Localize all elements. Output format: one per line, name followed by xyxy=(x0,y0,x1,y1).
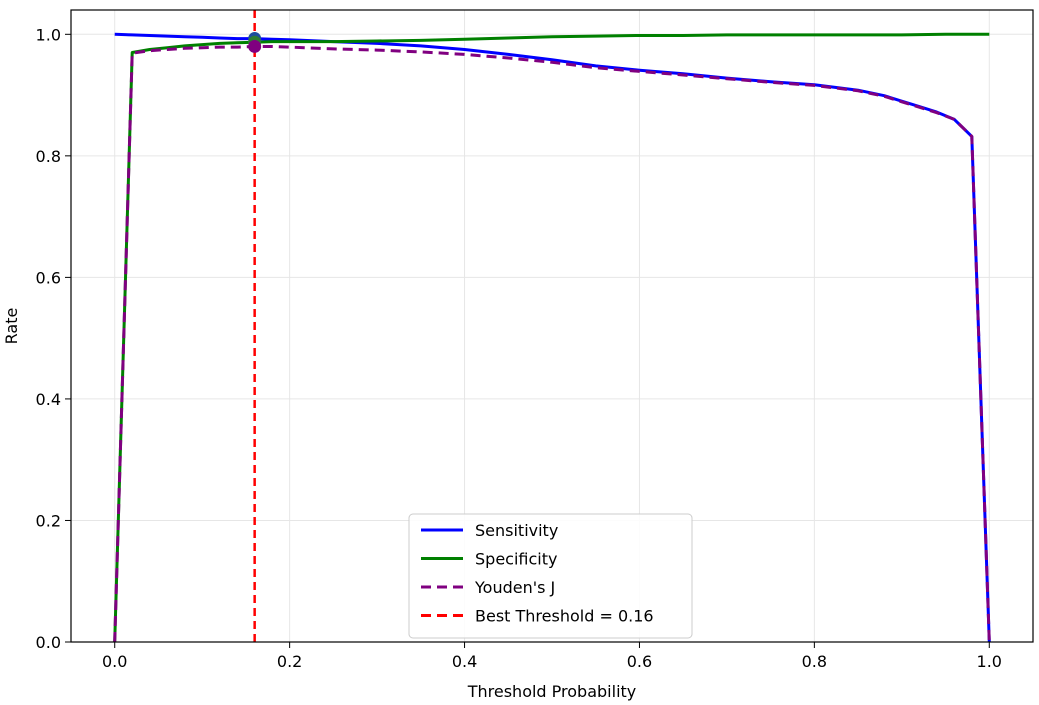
y-tick-label: 0.6 xyxy=(36,268,61,287)
marker-youden-s-j xyxy=(248,39,262,53)
y-tick-label: 0.4 xyxy=(36,390,61,409)
axis-ticks: 0.0 0.2 0.4 0.6 0.8 1.0 0.0 0.2 0.4 0.6 0.8 1.0 xyxy=(36,25,1002,671)
x-tick-label: 1.0 xyxy=(977,652,1002,671)
series-lines xyxy=(113,10,991,643)
y-tick-label: 0.2 xyxy=(36,511,61,530)
x-tick-label: 0.4 xyxy=(452,652,477,671)
legend-label-youden-s-j: Youden's J xyxy=(474,578,555,597)
series-line-specificity xyxy=(113,32,990,643)
x-tick-label: 0.2 xyxy=(277,652,302,671)
x-tick-label: 0.8 xyxy=(802,652,827,671)
plot-area-frame xyxy=(70,9,1034,643)
series-line-youden-s-j xyxy=(113,45,991,643)
legend-label-best-threshold-0-16: Best Threshold = 0.16 xyxy=(475,607,654,626)
legend-label-specificity: Specificity xyxy=(475,550,557,569)
threshold-markers xyxy=(248,32,262,53)
y-axis-title: Rate xyxy=(2,308,21,345)
y-tick-label: 0.8 xyxy=(36,147,61,166)
x-axis-title: Threshold Probability xyxy=(467,682,637,701)
x-tick-label: 0.0 xyxy=(102,652,127,671)
y-tick-label: 0.0 xyxy=(36,633,61,652)
legend-box xyxy=(408,513,693,639)
legend-label-sensitivity: Sensitivity xyxy=(475,521,558,540)
legend: Sensitivity Specificity Youden's J Best Thr… xyxy=(408,513,693,639)
y-tick-label: 1.0 xyxy=(36,25,61,44)
x-tick-label: 0.6 xyxy=(627,652,652,671)
